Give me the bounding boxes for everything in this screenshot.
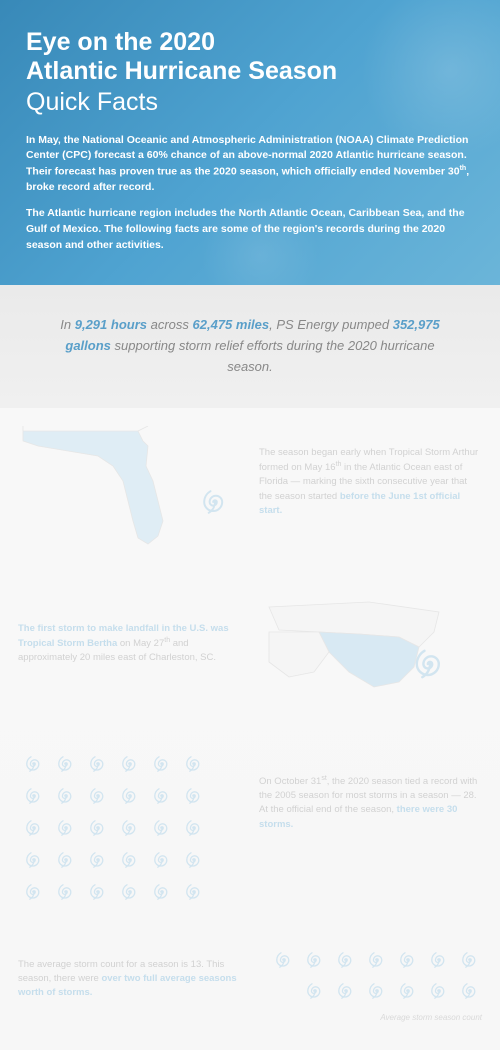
- hurricane-icon: [118, 880, 142, 904]
- hurricane-icon: [118, 816, 142, 840]
- hurricane-icon: [150, 816, 174, 840]
- hurricane-icon: [86, 784, 110, 808]
- hurricane-icon: [118, 784, 142, 808]
- hurricane-icon: [334, 948, 358, 972]
- hurricane-icon: [54, 880, 78, 904]
- page-subtitle: Quick Facts: [26, 88, 474, 117]
- hurricane-icon: [303, 948, 327, 972]
- hurricane-icon: [458, 948, 482, 972]
- title-line-1: Eye on the 2020: [26, 28, 215, 56]
- hurricane-icon: [22, 848, 46, 872]
- stat-band: In 9,291 hours across 62,475 miles, PS E…: [0, 285, 500, 407]
- facts-section: The season began early when Tropical Sto…: [0, 408, 500, 1050]
- page-title: Eye on the 2020 Atlantic Hurricane Seaso…: [26, 28, 474, 86]
- hurricane-icon: [182, 784, 206, 808]
- hurricane-icon: [22, 880, 46, 904]
- hurricane-icon: [86, 880, 110, 904]
- hurricane-icon: [150, 880, 174, 904]
- hurricane-icon: [427, 948, 451, 972]
- hurricane-icon: [118, 752, 142, 776]
- hurricane-icon: [54, 848, 78, 872]
- stat-hours: 9,291 hours: [75, 317, 147, 332]
- hurricane-icon: [182, 880, 206, 904]
- hurricane-icon: [54, 752, 78, 776]
- intro-paragraph-2: The Atlantic hurricane region includes t…: [26, 206, 474, 253]
- fact-1-text: The season began early when Tropical Sto…: [259, 426, 482, 556]
- hurricane-icon: [396, 948, 420, 972]
- hurricane-icon: [86, 816, 110, 840]
- fact-row-3: On October 31st, the 2020 season tied a …: [18, 730, 482, 926]
- hurricane-icon: [303, 979, 327, 1003]
- hurricane-icon: [197, 484, 233, 520]
- hurricane-icon: [54, 784, 78, 808]
- storm-grid-13: Average storm season count: [259, 944, 482, 1022]
- avg-caption: Average storm season count: [259, 1013, 482, 1022]
- title-line-2: Atlantic Hurricane Season: [26, 57, 337, 85]
- hurricane-icon: [408, 642, 452, 686]
- hurricane-icon: [272, 948, 296, 972]
- hurricane-icon: [427, 979, 451, 1003]
- hurricane-icon: [182, 848, 206, 872]
- fact-3-text: On October 31st, the 2020 season tied a …: [259, 748, 482, 908]
- hurricane-icon: [22, 752, 46, 776]
- hurricane-icon: [150, 848, 174, 872]
- hurricane-icon: [118, 848, 142, 872]
- hurricane-icon: [458, 979, 482, 1003]
- hurricane-icon: [365, 948, 389, 972]
- hurricane-icon: [22, 784, 46, 808]
- fact-row-2: The first storm to make landfall in the …: [18, 574, 482, 730]
- hurricane-icon: [396, 979, 420, 1003]
- intro-paragraph-1: In May, the National Oceanic and Atmosph…: [26, 133, 474, 197]
- fact-row-1: The season began early when Tropical Sto…: [18, 408, 482, 574]
- fact-row-4: The average storm count for a season is …: [18, 926, 482, 1050]
- hurricane-icon: [86, 848, 110, 872]
- hurricane-icon: [150, 752, 174, 776]
- carolina-map: [259, 592, 482, 712]
- hurricane-icon: [22, 816, 46, 840]
- hurricane-icon: [365, 979, 389, 1003]
- storm-grid-30: [18, 748, 241, 908]
- florida-map: [18, 426, 241, 556]
- hurricane-icon: [86, 752, 110, 776]
- hurricane-icon: [334, 979, 358, 1003]
- stat-miles: 62,475 miles: [193, 317, 270, 332]
- hero-banner: Eye on the 2020 Atlantic Hurricane Seaso…: [0, 0, 500, 285]
- hurricane-icon: [54, 816, 78, 840]
- fact-4-text: The average storm count for a season is …: [18, 944, 241, 1022]
- hurricane-icon: [150, 784, 174, 808]
- fact-2-text: The first storm to make landfall in the …: [18, 592, 241, 712]
- hurricane-icon: [182, 816, 206, 840]
- hurricane-icon: [182, 752, 206, 776]
